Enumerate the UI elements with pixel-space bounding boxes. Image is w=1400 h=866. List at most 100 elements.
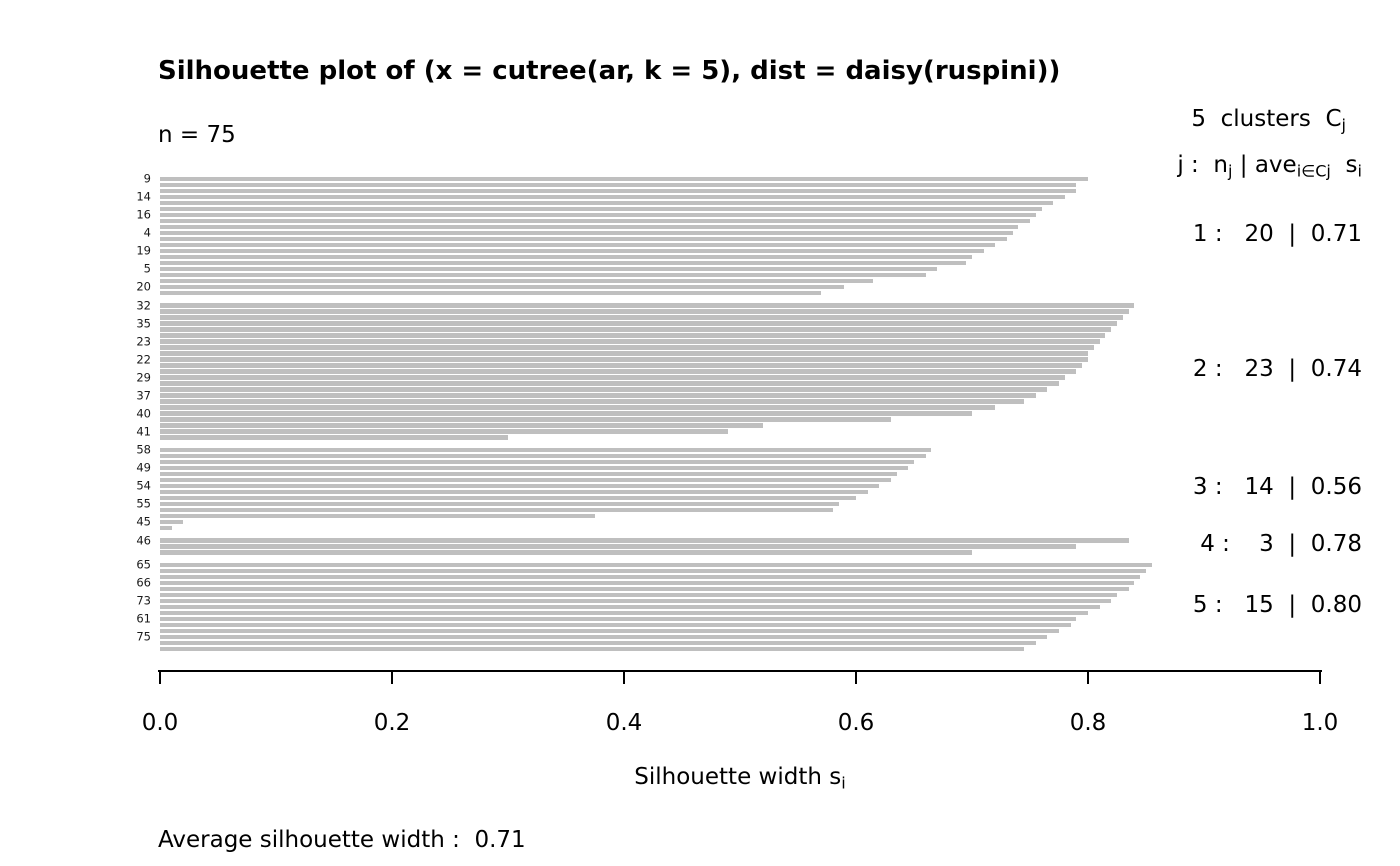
bar-row bbox=[160, 574, 1320, 580]
silhouette-bar bbox=[160, 200, 1054, 206]
x-tick bbox=[1087, 671, 1089, 684]
legend-formula: j : nj | avei∈Cj si bbox=[1177, 152, 1362, 181]
x-tick bbox=[391, 671, 393, 684]
silhouette-bar bbox=[160, 327, 1112, 332]
bar-row bbox=[160, 206, 1320, 212]
bar-row bbox=[160, 272, 1320, 278]
bar-row bbox=[160, 309, 1320, 315]
silhouette-bar bbox=[160, 465, 909, 471]
observation-label: 5 bbox=[143, 261, 151, 276]
silhouette-bar bbox=[160, 375, 1065, 380]
silhouette-bar bbox=[160, 236, 1007, 242]
bar-row bbox=[160, 254, 1320, 260]
legend-header: 5 clusters Cj bbox=[1191, 106, 1346, 135]
bar-row bbox=[160, 417, 1320, 423]
bar-row: 54 bbox=[136, 480, 1320, 491]
cluster-summary-2: 2 : 23 | 0.74 bbox=[1192, 356, 1362, 382]
bar-row bbox=[160, 550, 1320, 556]
observation-label: 75 bbox=[136, 629, 151, 644]
silhouette-bar bbox=[160, 182, 1077, 188]
silhouette-bar bbox=[160, 339, 1100, 344]
silhouette-bar bbox=[160, 254, 972, 260]
silhouette-bar bbox=[160, 628, 1059, 634]
silhouette-bar bbox=[160, 586, 1129, 592]
bar-row bbox=[160, 513, 1320, 519]
silhouette-bar bbox=[160, 483, 880, 489]
silhouette-bar bbox=[160, 357, 1088, 362]
bar-row bbox=[160, 477, 1320, 483]
silhouette-bar bbox=[160, 321, 1117, 326]
silhouette-bar bbox=[160, 471, 897, 477]
observation-label: 32 bbox=[136, 297, 151, 312]
bar-row bbox=[160, 622, 1320, 628]
bar-row: 23 bbox=[136, 335, 1320, 346]
observation-label: 46 bbox=[136, 532, 151, 547]
bar-row bbox=[160, 640, 1320, 646]
bar-row bbox=[160, 315, 1320, 321]
silhouette-bar bbox=[160, 423, 764, 428]
silhouette-bar bbox=[160, 544, 1077, 549]
silhouette-bar bbox=[160, 387, 1048, 392]
formula-subscript: j bbox=[1227, 161, 1233, 181]
silhouette-bar bbox=[160, 538, 1129, 543]
observation-label: 16 bbox=[136, 207, 151, 222]
bar-row: 19 bbox=[136, 245, 1320, 256]
silhouette-bar bbox=[160, 574, 1141, 580]
silhouette-bar bbox=[160, 435, 508, 440]
bar-row bbox=[160, 423, 1320, 429]
formula-part: | ave bbox=[1232, 152, 1297, 178]
silhouette-bar bbox=[160, 604, 1100, 610]
silhouette-bar bbox=[160, 519, 184, 525]
observation-label: 23 bbox=[136, 333, 151, 348]
bar-row bbox=[160, 610, 1320, 616]
silhouette-bar bbox=[160, 224, 1019, 230]
silhouette-bar bbox=[160, 345, 1094, 350]
silhouette-bar bbox=[160, 212, 1036, 218]
silhouette-bar bbox=[160, 230, 1013, 236]
observation-label: 66 bbox=[136, 575, 151, 590]
x-axis-title: Silhouette width si bbox=[160, 764, 1320, 793]
formula-part: s bbox=[1330, 152, 1358, 178]
bar-row: 37 bbox=[136, 389, 1320, 400]
bar-row: 40 bbox=[136, 407, 1320, 418]
bar-row bbox=[160, 290, 1320, 296]
silhouette-bar bbox=[160, 278, 874, 284]
bar-row: 4 bbox=[144, 227, 1320, 238]
bar-row: 29 bbox=[136, 371, 1320, 382]
bar-row bbox=[160, 381, 1320, 387]
bar-row bbox=[160, 507, 1320, 513]
observation-label: 14 bbox=[136, 189, 151, 204]
silhouette-bar bbox=[160, 333, 1106, 338]
bar-row: 41 bbox=[136, 425, 1320, 436]
bar-row: 14 bbox=[136, 191, 1320, 202]
bar-row bbox=[160, 333, 1320, 339]
silhouette-bar bbox=[160, 610, 1088, 616]
silhouette-bar bbox=[160, 248, 984, 254]
bar-row: 20 bbox=[136, 281, 1320, 292]
bar-row bbox=[160, 260, 1320, 266]
average-silhouette-width-label: Average silhouette width : 0.71 bbox=[158, 827, 526, 853]
cluster-summary-3: 3 : 14 | 0.56 bbox=[1192, 474, 1362, 500]
x-axis-title-text: Silhouette width s bbox=[634, 764, 842, 790]
observation-label: 45 bbox=[136, 514, 151, 529]
silhouette-bar bbox=[160, 188, 1077, 194]
bar-row bbox=[160, 525, 1320, 531]
silhouette-bar bbox=[160, 495, 856, 501]
silhouette-bar bbox=[160, 459, 914, 465]
bar-row: 16 bbox=[136, 209, 1320, 220]
silhouette-bar bbox=[160, 399, 1025, 404]
formula-subscript: i∈Cj bbox=[1296, 161, 1331, 181]
bar-row: 55 bbox=[136, 498, 1320, 509]
silhouette-bar bbox=[160, 381, 1059, 386]
observation-label: 65 bbox=[136, 557, 151, 572]
bar-row: 49 bbox=[136, 462, 1320, 473]
silhouette-bar bbox=[160, 284, 845, 290]
x-tick-label: 1.0 bbox=[1301, 710, 1339, 736]
silhouette-bar bbox=[160, 315, 1123, 320]
silhouette-bar bbox=[160, 592, 1117, 598]
silhouette-bar bbox=[160, 580, 1135, 586]
bar-row bbox=[160, 278, 1320, 284]
silhouette-bar bbox=[160, 634, 1048, 640]
observation-label: 37 bbox=[136, 387, 151, 402]
cluster-summary-1: 1 : 20 | 0.71 bbox=[1192, 221, 1362, 247]
